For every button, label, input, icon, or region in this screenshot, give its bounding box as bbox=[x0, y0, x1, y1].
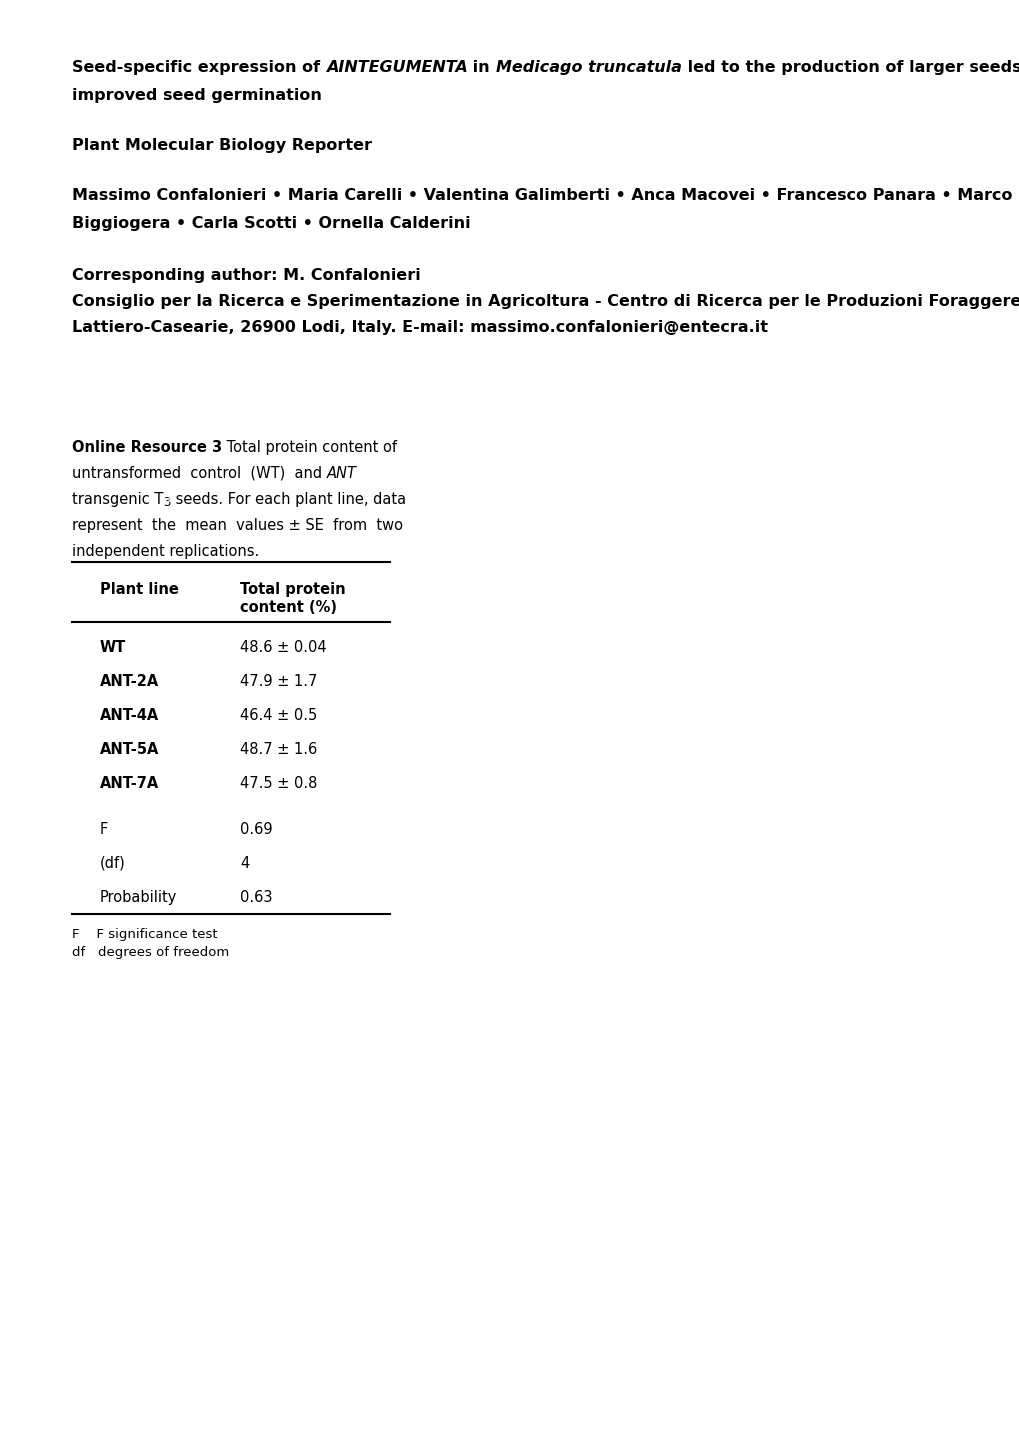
Text: Seed-specific expression of: Seed-specific expression of bbox=[72, 61, 325, 75]
Text: seeds. For each plant line, data: seeds. For each plant line, data bbox=[170, 492, 406, 506]
Text: Total protein content of: Total protein content of bbox=[222, 440, 396, 455]
Text: Online Resource 3: Online Resource 3 bbox=[72, 440, 222, 455]
Text: 47.9 ± 1.7: 47.9 ± 1.7 bbox=[239, 674, 317, 688]
Text: content (%): content (%) bbox=[239, 600, 336, 615]
Text: ANT-7A: ANT-7A bbox=[100, 776, 159, 791]
Text: Plant Molecular Biology Reporter: Plant Molecular Biology Reporter bbox=[72, 139, 372, 153]
Text: (df): (df) bbox=[100, 856, 125, 872]
Text: Lattiero-Casearie, 26900 Lodi, Italy. E-mail: massimo.confalonieri@entecra.it: Lattiero-Casearie, 26900 Lodi, Italy. E-… bbox=[72, 320, 767, 335]
Text: improved seed germination: improved seed germination bbox=[72, 88, 322, 102]
Text: 46.4 ± 0.5: 46.4 ± 0.5 bbox=[239, 709, 317, 723]
Text: led to the production of larger seeds and: led to the production of larger seeds an… bbox=[681, 61, 1019, 75]
Text: ANT-5A: ANT-5A bbox=[100, 742, 159, 758]
Text: ANT-2A: ANT-2A bbox=[100, 674, 159, 688]
Text: F: F bbox=[100, 823, 108, 837]
Text: 48.6 ± 0.04: 48.6 ± 0.04 bbox=[239, 641, 326, 655]
Text: 0.69: 0.69 bbox=[239, 823, 272, 837]
Text: untransformed  control  (WT)  and: untransformed control (WT) and bbox=[72, 466, 326, 481]
Text: Consiglio per la Ricerca e Sperimentazione in Agricoltura - Centro di Ricerca pe: Consiglio per la Ricerca e Sperimentazio… bbox=[72, 294, 1019, 309]
Text: Probability: Probability bbox=[100, 890, 177, 905]
Text: Medicago truncatula: Medicago truncatula bbox=[495, 61, 681, 75]
Text: 48.7 ± 1.6: 48.7 ± 1.6 bbox=[239, 742, 317, 758]
Text: in: in bbox=[467, 61, 495, 75]
Text: Plant line: Plant line bbox=[100, 582, 178, 597]
Text: 3: 3 bbox=[163, 492, 170, 505]
Text: df   degrees of freedom: df degrees of freedom bbox=[72, 947, 229, 960]
Text: ANT-4A: ANT-4A bbox=[100, 709, 159, 723]
Text: AINTEGUMENTA: AINTEGUMENTA bbox=[325, 61, 467, 75]
Text: 3: 3 bbox=[163, 496, 170, 509]
Text: F    F significance test: F F significance test bbox=[72, 928, 217, 941]
Text: 47.5 ± 0.8: 47.5 ± 0.8 bbox=[239, 776, 317, 791]
Text: ANT: ANT bbox=[326, 466, 357, 481]
Text: independent replications.: independent replications. bbox=[72, 544, 259, 558]
Text: Total protein: Total protein bbox=[239, 582, 345, 597]
Text: transgenic T: transgenic T bbox=[72, 492, 163, 506]
Text: WT: WT bbox=[100, 641, 126, 655]
Text: Biggiogera • Carla Scotti • Ornella Calderini: Biggiogera • Carla Scotti • Ornella Cald… bbox=[72, 216, 470, 231]
Text: 4: 4 bbox=[239, 856, 249, 872]
Text: 0.63: 0.63 bbox=[239, 890, 272, 905]
Text: represent  the  mean  values ± SE  from  two: represent the mean values ± SE from two bbox=[72, 518, 403, 532]
Text: Corresponding author: M. Confalonieri: Corresponding author: M. Confalonieri bbox=[72, 268, 421, 283]
Text: Massimo Confalonieri • Maria Carelli • Valentina Galimberti • Anca Macovei • Fra: Massimo Confalonieri • Maria Carelli • V… bbox=[72, 188, 1012, 203]
